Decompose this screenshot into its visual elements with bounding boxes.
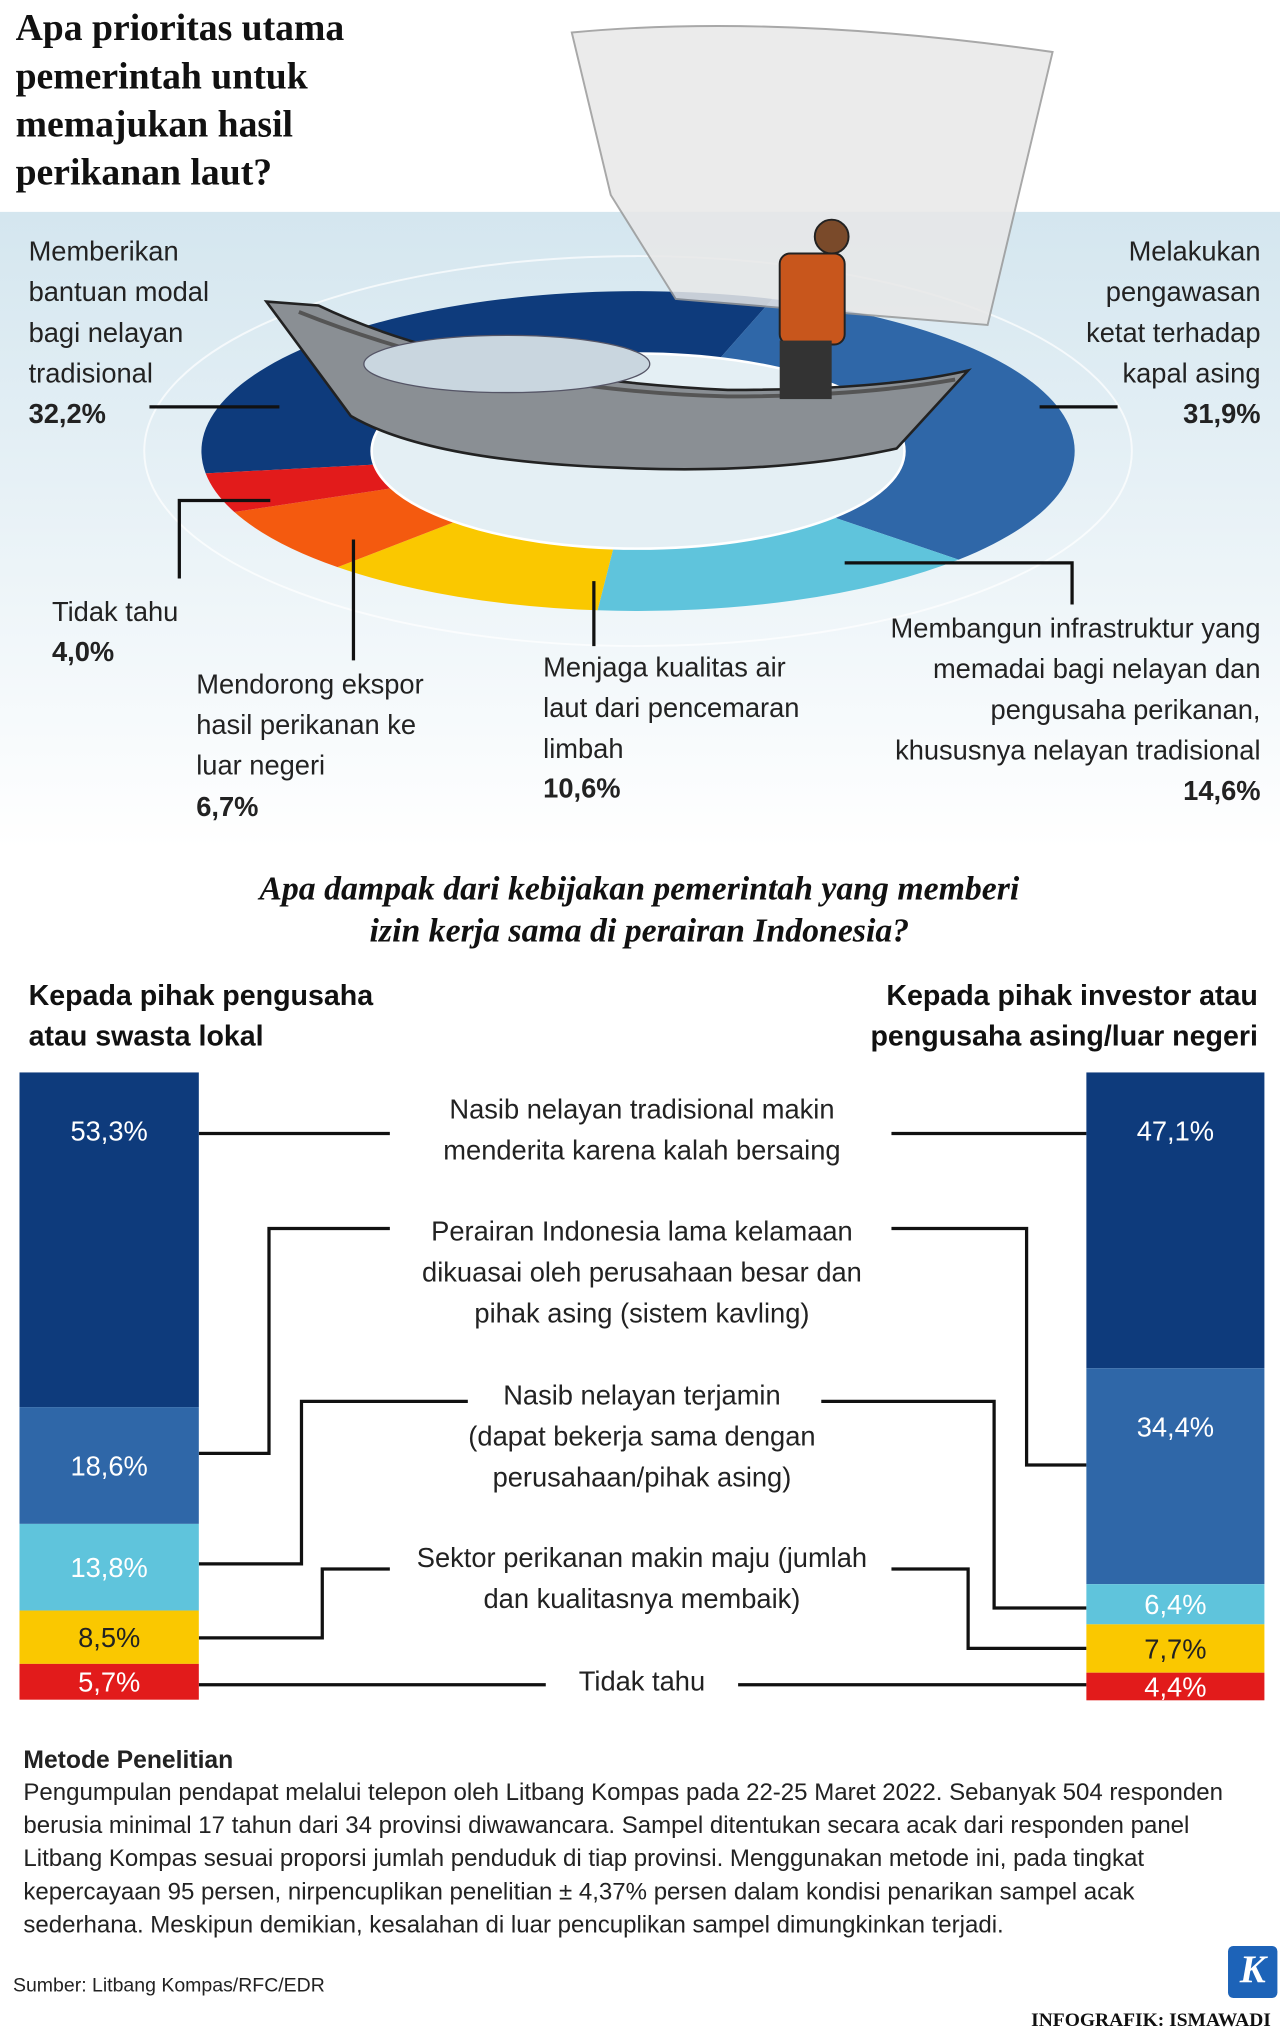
leader-line — [177, 498, 271, 579]
fisher-shirt — [778, 252, 846, 346]
fish — [363, 334, 651, 394]
value-label: 53,3% — [70, 1116, 147, 1147]
leader-line — [198, 1567, 390, 1640]
leader-line — [844, 561, 1074, 605]
category-label: Nasib nelayan terjamin (dapat bekerja sam… — [468, 1380, 815, 1493]
value-label: 13,8% — [70, 1552, 147, 1583]
value-label: 14,6% — [1183, 775, 1260, 806]
bar-segment — [19, 1407, 199, 1524]
category-label: Tidak tahu — [579, 1666, 705, 1697]
value-label: 34,4% — [1137, 1411, 1214, 1442]
value-label: 6,7% — [196, 791, 258, 822]
leader-line — [198, 1399, 468, 1566]
fisher-pants — [779, 340, 832, 400]
bar-segment — [19, 1523, 199, 1611]
bar-segment — [1086, 1584, 1265, 1625]
value-label: 8,5% — [78, 1622, 140, 1653]
value-label: 7,7% — [1144, 1633, 1206, 1664]
bar-segment — [1086, 1072, 1265, 1369]
logo: K — [1239, 1948, 1269, 1991]
category-label: Membangun infrastruktur yang memadai bagi… — [891, 613, 1261, 766]
leader-line — [891, 1567, 1087, 1650]
value-label: 4,0% — [52, 636, 114, 667]
category-label: Mendorong ekspor hasil perikanan ke luar n… — [196, 669, 423, 781]
leader-line — [198, 1226, 390, 1455]
value-label: 47,1% — [1137, 1116, 1214, 1147]
net — [570, 25, 1054, 327]
series-name: Kepada pihak investor atau pengusaha asin… — [870, 980, 1257, 1052]
leader-line — [891, 1226, 1087, 1467]
series-name: Kepada pihak pengusaha atau swasta lokal — [29, 980, 375, 1052]
category-label: Melakukan pengawasan ketat terhadap kapal a… — [1086, 236, 1260, 389]
method-text: Pengumpulan pendapat melalui telepon ole… — [23, 1779, 1223, 1939]
category-label: Tidak tahu — [52, 596, 178, 627]
value-label: 5,7% — [78, 1667, 140, 1698]
bar-segment — [1086, 1368, 1265, 1585]
value-label: 18,6% — [70, 1450, 147, 1481]
bar-segment — [19, 1072, 199, 1408]
category-label: Nasib nelayan tradisional makin menderita… — [443, 1094, 840, 1166]
title: Apa prioritas utama pemerintah untuk memaj… — [16, 7, 345, 193]
source: Sumber: Litbang Kompas/RFC/EDR — [13, 1974, 325, 1996]
fisher-head — [813, 218, 850, 255]
donut-slice — [234, 488, 455, 568]
category-label: Sektor perikanan makin maju (jumlah dan k… — [417, 1542, 867, 1614]
donut-slice — [337, 521, 614, 611]
bar-segment — [1086, 1672, 1265, 1701]
leader-line — [821, 1399, 1087, 1610]
logo-box — [1228, 1946, 1278, 1999]
donut-slice — [597, 517, 959, 611]
credit: INFOGRAFIK: ISMAWADI — [1031, 2010, 1271, 2031]
bar-segment — [1086, 1624, 1265, 1673]
category-label: Memberikan bantuan modal bagi nelayan tradi… — [29, 236, 209, 389]
value-label: 32,2% — [29, 398, 106, 429]
category-label: Menjaga kualitas air laut dari pencemaran… — [543, 652, 799, 764]
bar-segment — [19, 1610, 199, 1664]
value-label: 10,6% — [543, 773, 620, 804]
ripple — [143, 255, 1133, 648]
value-label: 31,9% — [1183, 398, 1260, 429]
method-title: Metode Penelitian — [23, 1747, 233, 1774]
bar-segment — [19, 1663, 199, 1700]
value-label: 4,4% — [1144, 1671, 1206, 1702]
subtitle: Apa dampak dari kebijakan pemerintah yan… — [257, 871, 1020, 950]
category-label: Perairan Indonesia lama kelamaan dikuasai… — [422, 1216, 862, 1329]
value-label: 6,4% — [1144, 1589, 1206, 1620]
